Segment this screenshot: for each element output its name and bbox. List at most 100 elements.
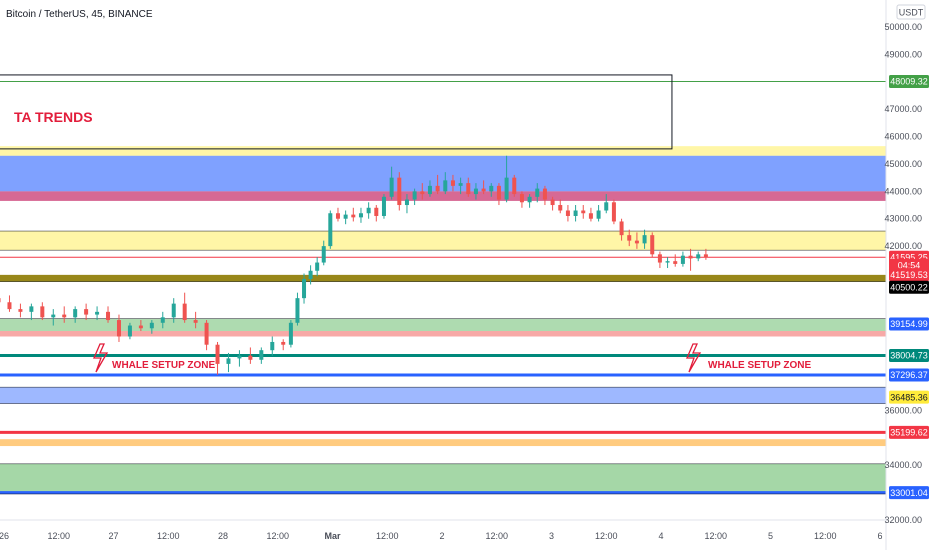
candle-body <box>149 322 154 329</box>
candle <box>496 183 501 206</box>
zone-band <box>0 387 886 404</box>
candle <box>116 314 121 342</box>
candle <box>657 251 662 269</box>
candle-body <box>171 303 176 318</box>
candle <box>358 207 363 223</box>
candle-body <box>138 325 143 329</box>
price-tag: 41519.53 <box>889 268 929 282</box>
whale-zone-label-right: WHALE SETUP ZONE <box>708 360 811 371</box>
candle-body <box>512 177 517 195</box>
candle <box>412 188 417 206</box>
whale-zone-left: WHALE SETUP ZONE <box>93 343 215 373</box>
zone-band <box>0 331 886 337</box>
candle-body <box>259 350 264 360</box>
candle <box>204 320 209 351</box>
x-tick-label: 12:00 <box>814 531 837 541</box>
candle <box>550 196 555 211</box>
candle-body <box>481 188 486 192</box>
currency-label: USDT <box>899 8 924 18</box>
price-tag-label: 35199.62 <box>890 428 928 438</box>
candle-body <box>62 314 67 318</box>
candle-body <box>404 199 409 206</box>
candle-body <box>435 185 440 192</box>
price-tag-label: 39154.99 <box>890 319 928 329</box>
price-tag-label: 41595.25 <box>890 252 928 262</box>
y-tick-label: 45000.00 <box>884 159 922 169</box>
candle-body <box>550 199 555 206</box>
candle-body <box>351 214 356 218</box>
candle <box>84 303 89 321</box>
candle <box>51 309 56 326</box>
candle-body <box>308 270 313 279</box>
price-tag: 39154.99 <box>889 317 929 331</box>
candle <box>138 320 143 332</box>
candle-body <box>650 235 655 255</box>
candle <box>542 185 547 206</box>
price-tag-bg <box>889 486 929 500</box>
candle-body <box>40 306 45 318</box>
candle-body <box>95 311 100 315</box>
candle-body <box>29 306 34 312</box>
candle <box>481 180 486 195</box>
candle <box>149 320 154 334</box>
candle <box>435 174 440 195</box>
price-tag: 37296.37 <box>889 368 929 382</box>
candle <box>106 306 111 323</box>
candle-body <box>127 325 132 337</box>
whale-zone-label-left: WHALE SETUP ZONE <box>112 360 215 371</box>
y-tick-label: 43000.00 <box>884 214 922 224</box>
candle <box>62 306 67 323</box>
candle <box>588 207 593 222</box>
ta-trends-label: TA TRENDS <box>14 109 93 125</box>
candle-body <box>366 207 371 214</box>
price-tag-label: 37296.37 <box>890 370 928 380</box>
price-tag-label: 04:54 <box>898 261 921 271</box>
x-axis: 26 12:00 27 12:00 28 12:00 Mar 12:00 2 12:00 3 12:0… <box>0 531 883 541</box>
candle <box>573 205 578 222</box>
candle-body <box>302 278 307 299</box>
price-tag-bg <box>889 368 929 382</box>
candle <box>270 336 275 356</box>
candle <box>596 205 601 222</box>
candle <box>397 172 402 211</box>
candle <box>315 257 320 277</box>
candle-body <box>634 240 639 244</box>
whale-zone-right: WHALE SETUP ZONE <box>686 343 811 373</box>
candle-body <box>51 314 56 318</box>
candle <box>335 207 340 222</box>
candle-body <box>573 210 578 216</box>
x-tick-label: 26 <box>0 531 9 541</box>
candle-body <box>619 221 624 236</box>
zone-band <box>0 191 886 201</box>
candle <box>288 320 293 348</box>
candle-body <box>204 322 209 345</box>
candle-body <box>335 213 340 219</box>
candle <box>703 248 708 260</box>
candle <box>95 306 100 321</box>
candle <box>73 306 78 323</box>
currency-badge[interactable]: USDT <box>896 4 926 20</box>
y-tick-label: 49000.00 <box>884 49 922 59</box>
candle-body <box>412 191 417 200</box>
candle-body <box>18 309 23 312</box>
x-tick-label: 12:00 <box>47 531 70 541</box>
candles-layer <box>0 155 708 375</box>
candle-body <box>565 210 570 216</box>
price-tag: 35199.62 <box>889 425 929 439</box>
x-tick-label: 12:00 <box>704 531 727 541</box>
y-tick-label: 46000.00 <box>884 132 922 142</box>
y-tick-label: 34000.00 <box>884 460 922 470</box>
candle-body <box>458 183 463 186</box>
x-tick-label: 2 <box>439 531 444 541</box>
candle <box>259 347 264 364</box>
x-tick-label: 12:00 <box>595 531 618 541</box>
candle-body <box>496 185 501 200</box>
candle-body <box>182 303 187 321</box>
candle <box>302 273 307 304</box>
candle <box>535 183 540 203</box>
zone-band <box>0 463 886 494</box>
x-tick-label: 28 <box>218 531 228 541</box>
candle-body <box>627 235 632 241</box>
candle <box>281 339 286 351</box>
